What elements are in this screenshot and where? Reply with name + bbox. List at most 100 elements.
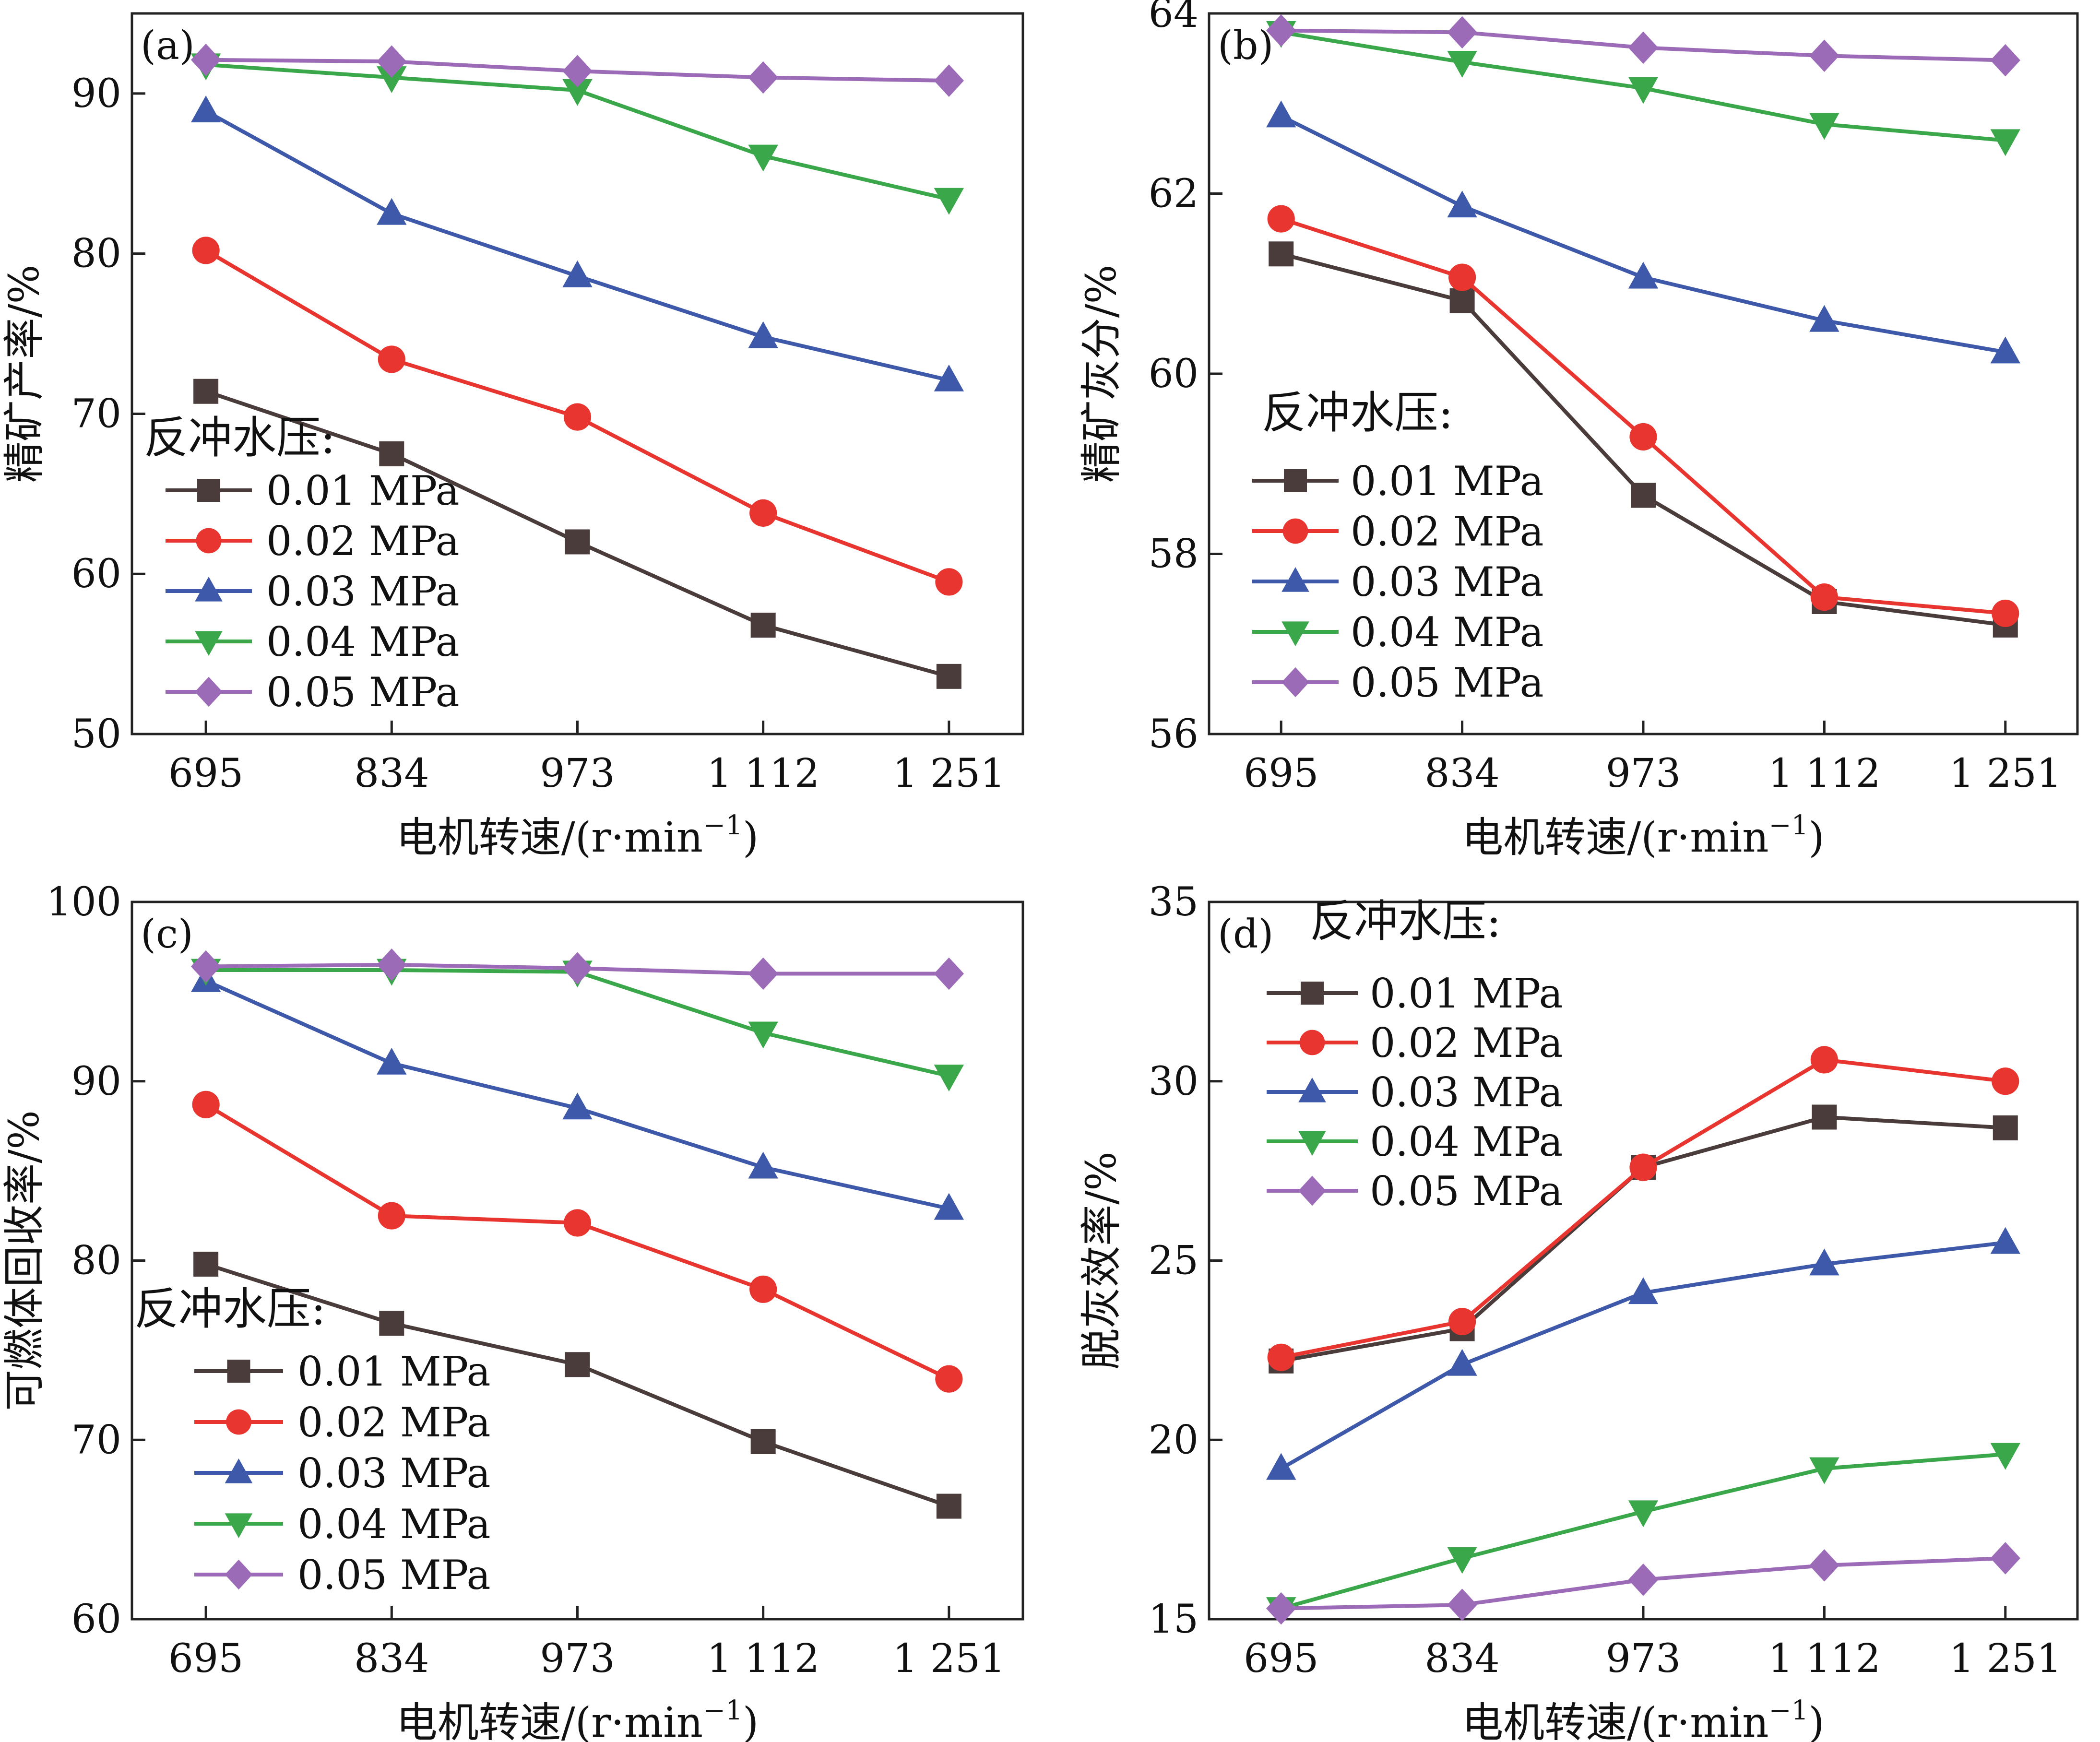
- data-point-marker: [749, 1275, 777, 1303]
- series-005: [1266, 1542, 2020, 1625]
- data-point-marker: [1809, 305, 1839, 332]
- legend-title: 反冲水压:: [134, 1283, 326, 1335]
- data-point-marker: [1267, 205, 1295, 233]
- data-point-marker: [1628, 1563, 1659, 1596]
- y-tick-label: 80: [71, 1238, 121, 1284]
- data-point-marker: [1629, 423, 1657, 451]
- legend-entry: 0.03 MPa: [1267, 1069, 1563, 1116]
- x-axis-title-close: ): [743, 814, 759, 862]
- series-003: [1266, 1227, 2020, 1480]
- legend-marker: [1282, 518, 1308, 544]
- data-point-marker: [1809, 113, 1839, 140]
- x-axis-title-superscript: −1: [703, 1695, 743, 1726]
- y-tick-label: 35: [1149, 879, 1198, 925]
- legend-entry: 0.04 MPa: [194, 1501, 491, 1548]
- legend-entry: 0.02 MPa: [1252, 508, 1544, 555]
- legend-marker: [225, 1513, 253, 1538]
- series-005: [1266, 14, 2020, 77]
- data-point-marker: [1992, 599, 2019, 628]
- data-point-marker: [750, 1429, 776, 1454]
- y-tick-label: 60: [71, 551, 121, 597]
- x-tick-label: 695: [1244, 751, 1319, 796]
- data-point-marker: [1269, 241, 1294, 267]
- legend-label: 0.03 MPa: [266, 568, 460, 615]
- series-004: [1266, 1443, 2020, 1624]
- series-003: [190, 965, 964, 1220]
- plot-frame: [131, 12, 1024, 735]
- x-tick-label: 973: [540, 751, 615, 796]
- data-point-marker: [936, 664, 961, 689]
- data-point-marker: [748, 957, 778, 990]
- x-axis-title-superscript: −1: [1769, 810, 1809, 841]
- legend-entry: 0.04 MPa: [1252, 609, 1544, 656]
- legend-entry: 0.01 MPa: [1252, 458, 1544, 505]
- data-point-marker: [190, 950, 221, 983]
- data-point-marker: [377, 948, 407, 981]
- data-point-marker: [1809, 1248, 1839, 1276]
- x-tick-label: 1 112: [1768, 751, 1881, 796]
- x-axis-title: 电机转速/(r·min−1): [1462, 810, 1825, 862]
- data-point-marker: [1809, 1457, 1839, 1484]
- data-point-marker: [1990, 1542, 2020, 1575]
- legend-label: 0.02 MPa: [297, 1399, 491, 1446]
- data-point-marker: [377, 198, 407, 225]
- data-point-marker: [1990, 1227, 2020, 1254]
- data-point-marker: [562, 55, 593, 87]
- data-point-marker: [1447, 16, 1477, 49]
- data-point-marker: [935, 1365, 963, 1393]
- y-axis-title: 脱灰效率/%: [1078, 1151, 1126, 1370]
- data-point-marker: [562, 1092, 593, 1120]
- y-tick-label: 15: [1149, 1597, 1198, 1642]
- x-tick-label: 973: [1606, 1636, 1681, 1682]
- legend-marker: [195, 676, 223, 707]
- legend-marker: [1281, 621, 1309, 646]
- data-point-marker: [377, 45, 407, 78]
- data-point-marker: [190, 95, 221, 123]
- x-tick-label: 834: [354, 1636, 429, 1682]
- data-point-marker: [379, 1311, 404, 1336]
- data-point-marker: [748, 1021, 778, 1049]
- x-tick-label: 1 112: [707, 1636, 819, 1682]
- legend-label: 0.05 MPa: [1370, 1168, 1563, 1215]
- chart-panel-c: 60 70 80 90 100 695 834 973 1 112 1 251 电机转速/(r·mi…: [0, 879, 1024, 1742]
- y-tick-label: 100: [46, 879, 121, 925]
- legend-label: 0.03 MPa: [1370, 1069, 1563, 1116]
- y-tick-label: 50: [71, 711, 121, 757]
- legend-label: 0.01 MPa: [1370, 970, 1563, 1017]
- data-point-marker: [1810, 1046, 1838, 1074]
- data-point-marker: [1628, 31, 1659, 64]
- legend-label: 0.05 MPa: [297, 1552, 491, 1599]
- x-axis-title: 电机转速/(r·min−1): [396, 1695, 759, 1742]
- legend-entry: 0.04 MPa: [166, 618, 460, 665]
- chart-panel-a: 50 60 70 80 90 695 834 973 1 112 1 251 电机转速/(r·min…: [0, 12, 1024, 862]
- data-point-marker: [1447, 1588, 1477, 1621]
- data-point-marker: [748, 321, 778, 348]
- x-tick-label: 973: [540, 1636, 615, 1682]
- x-tick-label: 834: [354, 751, 429, 796]
- legend-marker: [195, 631, 223, 656]
- chart-panel-d: 15 20 25 30 35 695 834 973 1 112 1 251 电机转速/(r·min…: [1078, 879, 2079, 1742]
- series-line: [205, 1102, 950, 1381]
- x-axis-title: 电机转速/(r·min−1): [396, 810, 759, 862]
- data-point-marker: [1448, 263, 1476, 291]
- data-point-marker: [1810, 583, 1838, 611]
- series-005: [190, 43, 964, 97]
- series-002: [1267, 1046, 2019, 1371]
- data-point-marker: [1990, 44, 2020, 77]
- x-axis-title-close: ): [743, 1699, 759, 1742]
- legend-marker: [196, 528, 222, 554]
- legend-title: 反冲水压:: [1262, 387, 1453, 438]
- y-tick-label: 56: [1149, 711, 1198, 757]
- y-tick-label: 70: [71, 391, 121, 437]
- y-tick-label: 25: [1149, 1238, 1198, 1284]
- x-tick-label: 695: [168, 751, 244, 796]
- data-point-marker: [378, 1202, 405, 1230]
- x-axis-title-main: 电机转速/(r·min: [396, 1699, 703, 1742]
- legend-marker: [225, 1559, 253, 1590]
- series-line: [205, 109, 949, 382]
- data-point-marker: [1266, 1453, 1296, 1480]
